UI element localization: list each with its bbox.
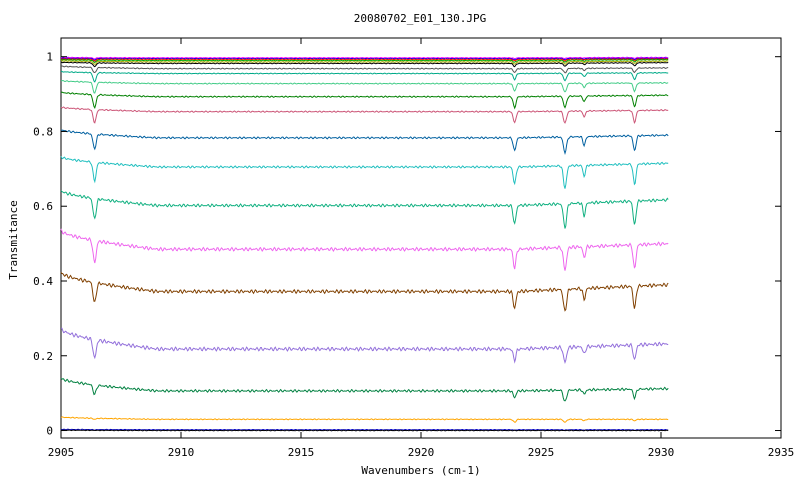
series-line (60, 58, 669, 63)
series-line (60, 106, 669, 125)
y-tick-label: 0.4 (33, 275, 53, 288)
x-tick-label: 2915 (288, 446, 315, 459)
series-line (60, 156, 669, 189)
series-line (60, 190, 669, 229)
y-tick-label: 0.6 (33, 200, 53, 213)
y-tick-label: 0 (46, 425, 53, 438)
series-line (60, 416, 669, 423)
series-line (60, 129, 669, 156)
series-line (61, 58, 669, 62)
x-tick-label: 2930 (648, 446, 675, 459)
series-line (60, 429, 669, 432)
ticks-layer: 2905 2910 2915 2920 2925 2930 2935 0 0.2 0.4 0.6 0.… (33, 38, 794, 459)
series-line (61, 60, 669, 65)
x-axis-label: Wavenumbers (cm-1) (361, 464, 480, 477)
chart-title: 20080702_E01_130.JPG (354, 12, 486, 25)
series-line (60, 61, 669, 68)
series-line (60, 65, 669, 74)
series-line (60, 271, 669, 312)
series-line (60, 79, 669, 94)
series-line (60, 378, 669, 402)
series-line (60, 91, 669, 110)
series-line (61, 70, 669, 83)
y-tick-label: 1 (46, 51, 53, 64)
x-tick-label: 2920 (408, 446, 435, 459)
x-tick-label: 2910 (168, 446, 195, 459)
series-line (61, 327, 669, 364)
x-tick-label: 2935 (768, 446, 795, 459)
y-tick-label: 0.2 (33, 350, 53, 363)
x-tick-label: 2905 (48, 446, 75, 459)
series-line (60, 228, 669, 271)
series-line (60, 57, 669, 61)
y-tick-label: 0.8 (33, 125, 53, 138)
series-layer (60, 56, 669, 432)
series-line (61, 56, 669, 60)
y-axis-label: Transmitance (7, 200, 20, 279)
x-tick-label: 2925 (528, 446, 555, 459)
